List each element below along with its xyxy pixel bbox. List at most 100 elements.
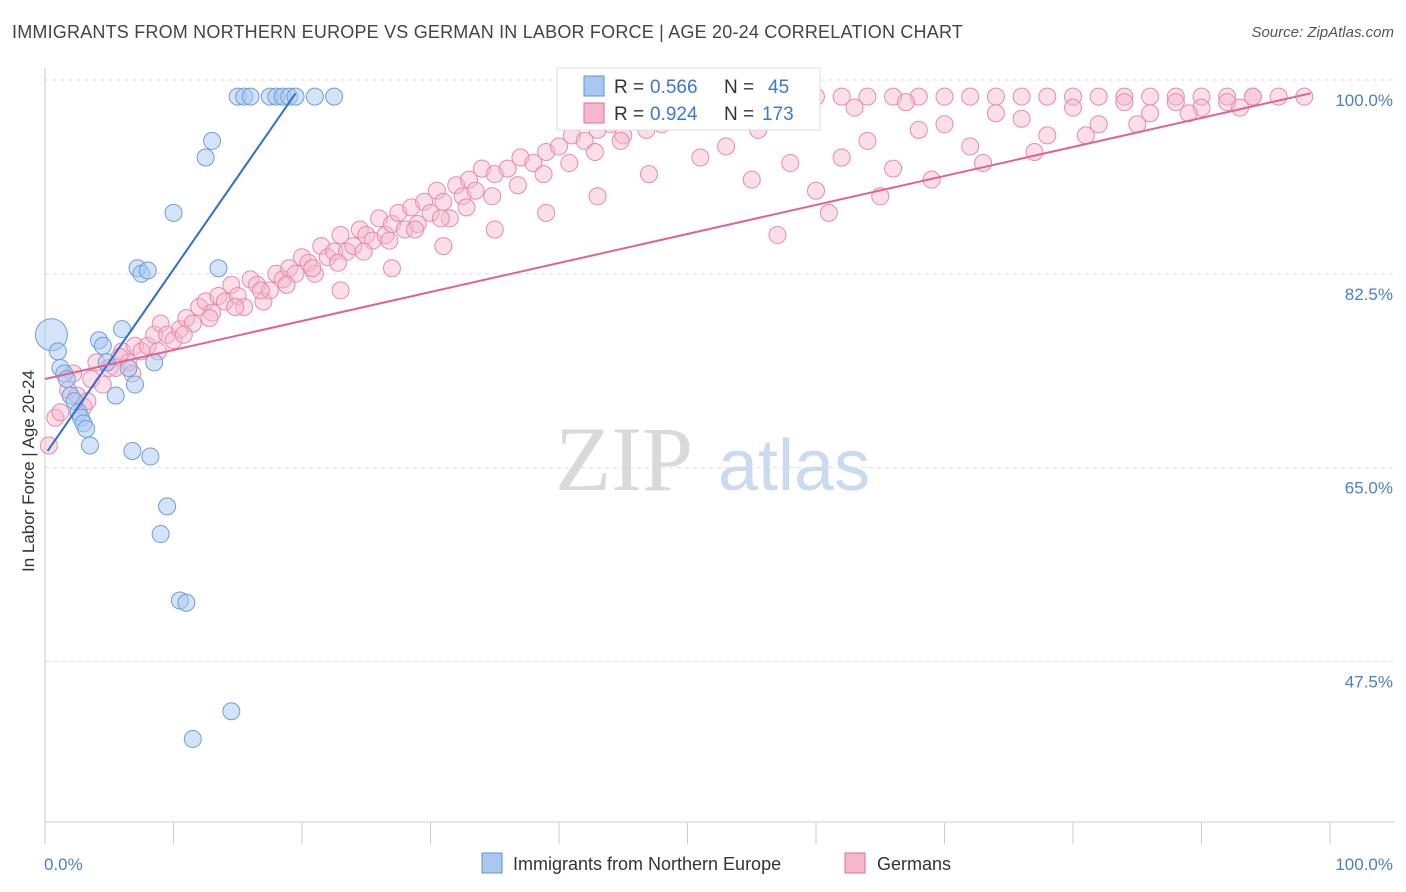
data-point-germans [717,137,736,156]
data-point-germans [382,259,401,278]
legend-r-label-2: R = [614,104,644,125]
watermark: ZIP atlas [555,408,870,510]
watermark-zip: ZIP [555,408,693,510]
legend-swatch-blue [583,75,605,97]
data-point-germans [164,331,183,350]
data-point-germans [151,314,170,333]
watermark-atlas: atlas [718,426,870,506]
data-point-germans [460,170,479,189]
data-point-germans [138,336,157,355]
data-point-germans [251,281,270,300]
data-point-germans [819,203,838,222]
data-point-germans [961,137,980,156]
data-point-germans [845,98,864,117]
data-point-germans [537,203,556,222]
data-point-germans [909,120,928,139]
data-point-germans [588,187,607,206]
data-point-germans [534,165,553,184]
data-point-germans [1115,93,1134,112]
data-point-germans [832,87,851,106]
data-point-germans [508,176,527,195]
y-axis-title: In Labor Force | Age 20-24 [19,370,38,572]
data-point-germans [768,226,787,245]
data-point-germans [1012,109,1031,128]
data-point-germans [986,104,1005,123]
chart-title: IMMIGRANTS FROM NORTHERN EUROPE VS GERMA… [12,22,964,42]
data-point-germans [1089,87,1108,106]
data-point-germans [200,309,219,328]
data-point-immigrants [209,259,228,278]
data-point-germans [1076,126,1095,145]
data-point-germans [1218,87,1237,106]
x-tick-label: 0.0% [44,855,83,874]
data-point-germans [39,436,58,455]
trend-line-immigrants [46,92,297,452]
data-point-germans [807,181,825,200]
data-point-germans [1166,87,1185,106]
data-point-germans [427,181,446,200]
chart-source: Source: ZipAtlas.com [1251,24,1394,41]
data-point-germans [434,237,453,256]
trend-lines [44,92,1311,452]
data-point-germans [781,154,800,173]
data-point-immigrants [77,419,96,438]
data-point-germans [303,259,322,278]
data-point-germans [325,242,344,261]
data-point-immigrants [48,342,67,361]
data-point-immigrants [138,261,157,280]
data-point-germans [742,170,761,189]
data-point-germans [431,209,450,228]
legend-n-value-1: 45 [768,77,789,98]
data-point-germans [639,165,658,184]
data-point-germans [1089,115,1108,134]
series-immigrants [34,87,344,748]
data-point-germans [434,192,453,211]
data-point-immigrants [241,87,260,106]
data-point-germans [1115,87,1134,106]
data-point-germans [51,403,70,422]
data-point-germans [46,408,65,427]
legend-n-label-2: N = [724,104,754,125]
y-tick-label: 100.0% [1335,91,1393,110]
data-point-germans [254,292,273,311]
data-point-immigrants [106,386,125,405]
data-point-immigrants [113,320,132,339]
data-point-germans [174,325,193,344]
y-tick-labels: 47.5% 65.0% 82.5% 100.0% [1335,91,1393,691]
data-point-germans [585,142,604,161]
data-point-germans [277,275,296,294]
data-point-immigrants [183,729,202,748]
data-point-germans [691,148,710,167]
x-tick-label: 100.0% [1335,855,1393,874]
data-point-germans [485,220,504,239]
data-point-germans [1038,126,1057,145]
data-point-germans [226,298,245,317]
data-point-immigrants [80,436,99,455]
data-point-germans [1012,87,1031,106]
bottom-legend: Immigrants from Northern Europe Germans [481,852,951,874]
legend-n-value-2: 173 [762,104,794,125]
data-point-germans [1243,87,1262,106]
data-point-germans [498,159,517,178]
data-point-germans [1064,98,1082,117]
data-point-immigrants [164,203,183,222]
data-point-immigrants [203,131,222,150]
bottom-legend-label-2: Germans [877,854,951,874]
data-point-germans [611,131,630,150]
data-point-germans [524,154,543,173]
data-point-immigrants [151,525,170,544]
data-point-germans [331,281,350,300]
data-point-immigrants [177,593,196,612]
data-point-germans [331,226,350,245]
y-tick-label: 47.5% [1345,672,1393,691]
data-point-germans [858,131,877,150]
legend-r-value-2: 0.924 [650,104,698,125]
data-point-germans [354,242,373,261]
data-point-germans [935,115,954,134]
y-tick-label: 82.5% [1345,285,1393,304]
data-point-germans [832,148,851,167]
data-point-germans [483,187,502,206]
data-point-immigrants [305,87,324,106]
data-point-immigrants [93,336,112,355]
